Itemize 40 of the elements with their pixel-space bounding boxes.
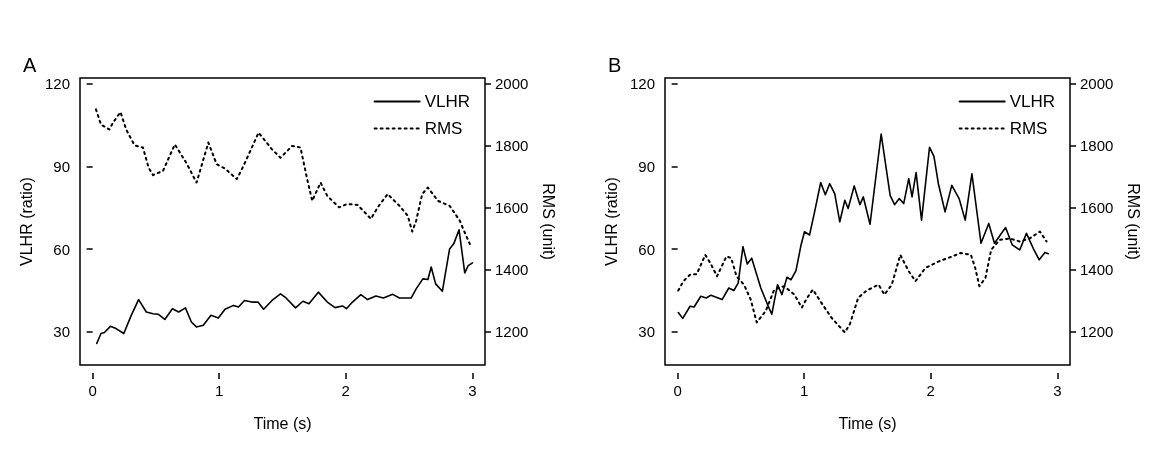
x-tick-label: 2 (926, 382, 935, 399)
x-tick-label: 1 (800, 382, 809, 399)
y-tick-label: 120 (629, 75, 655, 93)
x-tick-label: 3 (468, 382, 477, 399)
y2-tick-label: 1200 (1080, 323, 1114, 341)
legend-label: VLHR (424, 92, 471, 111)
x-tick-label: 3 (1053, 382, 1062, 399)
x-axis-title: Time (s) (253, 414, 312, 432)
legend-label: VLHR (1009, 92, 1056, 111)
x-axis-title: Time (s) (838, 414, 897, 432)
y-tick-label: 60 (53, 240, 70, 258)
x-tick-label: 0 (88, 382, 97, 399)
y-tick-label: 120 (44, 75, 70, 93)
y-axis-title: VLHR (ratio) (17, 177, 35, 266)
y2-axis-title: RMS (unit) (539, 183, 557, 260)
y2-tick-label: 2000 (495, 75, 529, 93)
y-tick-label: 60 (638, 240, 655, 258)
y2-tick-label: 1600 (495, 199, 529, 217)
y-tick-label: 90 (53, 157, 70, 175)
y-tick-label: 30 (638, 323, 655, 341)
x-tick-label: 2 (341, 382, 350, 399)
chart-title: A (23, 54, 37, 76)
y-tick-label: 30 (53, 323, 70, 341)
x-tick-label: 1 (215, 382, 224, 399)
legend-label: RMS (1009, 119, 1048, 138)
y2-axis-title: RMS (unit) (1124, 183, 1142, 260)
x-tick-label: 0 (673, 382, 682, 399)
y-tick-label: 90 (638, 157, 655, 175)
y2-tick-label: 2000 (1080, 75, 1114, 93)
y2-tick-label: 1600 (1080, 199, 1114, 217)
y2-tick-label: 1800 (1080, 137, 1114, 155)
y2-tick-label: 1800 (495, 137, 529, 155)
y2-tick-label: 1200 (495, 323, 529, 341)
legend-label: RMS (424, 119, 463, 138)
y2-tick-label: 1400 (495, 261, 529, 279)
y-axis-title: VLHR (ratio) (602, 177, 620, 266)
y2-tick-label: 1400 (1080, 261, 1114, 279)
line-series (95, 228, 474, 345)
chart-title: B (608, 54, 622, 76)
line-series (94, 108, 471, 245)
